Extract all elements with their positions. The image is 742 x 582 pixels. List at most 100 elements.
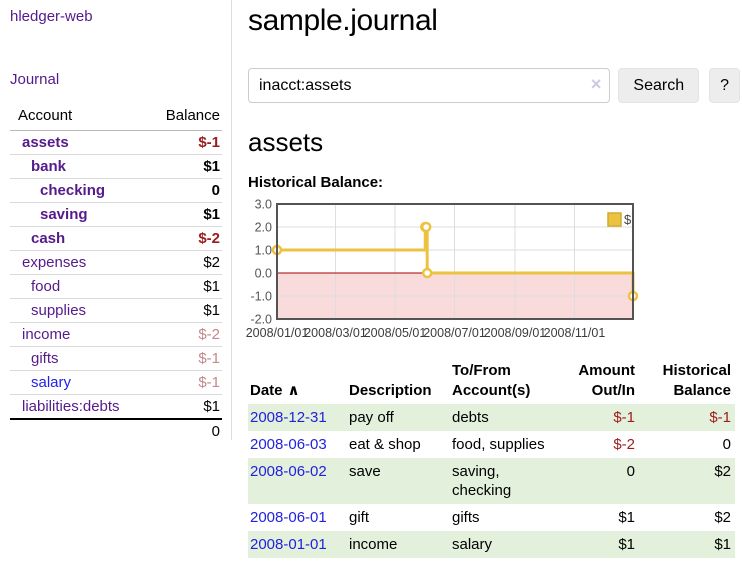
x-axis-label: 2008/11/01 <box>544 326 606 340</box>
account-row: food $1 <box>10 274 222 299</box>
account-row: gifts $-1 <box>10 346 222 371</box>
transaction-row: 2008-12-31 pay off debts $-1 $-1 <box>248 404 735 431</box>
historical-balance-chart: $3.0 2.0 1.0 0.0 -1.0 -2.0 2008/01/01 2008/03/0… <box>246 198 728 342</box>
transaction-description: gift <box>349 509 370 526</box>
transaction-description: pay off <box>349 409 394 426</box>
accounts-header-account: Account <box>10 105 145 131</box>
register-header-date[interactable]: Date ∧ <box>250 382 300 399</box>
clear-search-icon[interactable]: × <box>590 74 602 94</box>
account-link[interactable]: saving <box>40 206 88 223</box>
account-balance: $1 <box>144 298 222 323</box>
account-balance: $1 <box>144 274 222 299</box>
sidebar: hledger-web Journal Account Balance asse… <box>0 0 232 443</box>
account-link[interactable]: cash <box>31 230 66 247</box>
x-axis-label: 2008/03/01 <box>304 326 367 340</box>
account-balance: $-1 <box>144 346 222 371</box>
legend-label: $ <box>624 212 632 227</box>
account-link[interactable]: checking <box>40 182 106 199</box>
help-button[interactable]: ? <box>709 68 740 103</box>
transaction-accounts: debts <box>452 409 489 426</box>
y-axis-label: 0.0 <box>255 267 272 281</box>
data-point <box>420 221 432 233</box>
y-axis-label: 2.0 <box>255 221 272 235</box>
register-header-description: Description <box>349 382 432 399</box>
account-balance: $1 <box>144 202 222 227</box>
transaction-date-link[interactable]: 2008-01-01 <box>250 536 327 553</box>
accounts-header-balance: Balance <box>144 105 222 131</box>
account-link[interactable]: liabilities:debts <box>22 398 120 415</box>
y-axis-label: -1.0 <box>250 290 272 304</box>
transaction-balance: $2 <box>714 509 731 526</box>
plot-border <box>276 203 634 320</box>
transaction-description: income <box>349 536 398 553</box>
account-row: bank $1 <box>10 154 222 179</box>
account-link[interactable]: food <box>31 278 61 295</box>
account-row: salary $-1 <box>10 370 222 395</box>
app-title-link[interactable]: hledger-web <box>10 8 93 25</box>
sidebar-item-journal[interactable]: Journal <box>10 71 60 88</box>
transaction-balance: $-1 <box>709 409 731 426</box>
data-point <box>421 267 433 279</box>
account-row: assets $-1 <box>10 131 222 155</box>
register-header-amount: Amount Out/In <box>578 362 635 399</box>
account-link[interactable]: gifts <box>31 350 59 367</box>
transaction-accounts: gifts <box>452 509 480 526</box>
transaction-row: 2008-01-01 income salary $1 $1 <box>248 531 735 558</box>
chart-title: Historical Balance: <box>248 174 384 191</box>
register-header-balance: Historical Balance <box>662 362 731 399</box>
accounts-total-value: 0 <box>144 418 222 443</box>
transaction-amount: 0 <box>626 463 635 480</box>
transaction-amount: $1 <box>618 509 635 526</box>
transaction-description: save <box>349 463 381 480</box>
account-balance: 0 <box>144 178 222 203</box>
transaction-date-link[interactable]: 2008-12-31 <box>250 409 327 426</box>
legend-swatch <box>607 212 622 227</box>
account-balance: $-2 <box>144 226 222 251</box>
y-axis-label: -2.0 <box>250 313 272 327</box>
account-link[interactable]: assets <box>22 134 69 151</box>
x-axis-label: 2008/01/01 <box>246 326 309 340</box>
y-axis-label: 1.0 <box>255 244 272 258</box>
account-row: income $-2 <box>10 322 222 347</box>
transaction-balance: 0 <box>722 436 731 453</box>
accounts-total-row: 0 <box>10 418 222 443</box>
account-link[interactable]: salary <box>31 374 72 391</box>
x-axis-label: 2008/09/01 <box>484 326 547 340</box>
transaction-amount: $1 <box>618 536 635 553</box>
account-link[interactable]: supplies <box>31 302 87 319</box>
account-link[interactable]: income <box>22 326 71 343</box>
account-link[interactable]: expenses <box>22 254 87 271</box>
y-axis-label: 3.0 <box>255 198 272 212</box>
account-row: saving $1 <box>10 202 222 227</box>
transaction-accounts: saving, checking <box>452 463 512 499</box>
search-button[interactable]: Search <box>618 68 700 103</box>
register-header-row: Date ∧ Description To/From Account(s) Amo… <box>248 358 735 404</box>
account-balance: $2 <box>144 250 222 275</box>
account-balance: $1 <box>144 394 222 419</box>
transaction-row: 2008-06-03 eat & shop food, supplies $-2 0 <box>248 431 735 458</box>
transaction-accounts: salary <box>452 536 493 553</box>
register-header-account: To/From Account(s) <box>452 362 531 399</box>
transaction-date-link[interactable]: 2008-06-02 <box>250 463 327 480</box>
register-table: Date ∧ Description To/From Account(s) Amo… <box>248 358 735 558</box>
account-row: expenses $2 <box>10 250 222 275</box>
account-balance: $1 <box>144 154 222 179</box>
transaction-amount: $-2 <box>613 436 635 453</box>
transaction-date-link[interactable]: 2008-06-03 <box>250 436 327 453</box>
account-link[interactable]: bank <box>31 158 67 175</box>
x-axis-label: 2008/05/01 <box>364 326 427 340</box>
transaction-balance: $2 <box>714 463 731 480</box>
account-balance: $-1 <box>144 370 222 395</box>
transaction-row: 2008-06-02 save saving, checking 0 $2 <box>248 458 735 504</box>
account-row: liabilities:debts $1 <box>10 394 222 419</box>
page-title: sample.journal <box>248 4 438 37</box>
account-balance: $-1 <box>198 134 220 151</box>
x-axis-label: 2008/07/01 <box>423 326 486 340</box>
transaction-date-link[interactable]: 2008-06-01 <box>250 509 327 526</box>
search-input[interactable] <box>248 68 611 103</box>
account-row: checking 0 <box>10 178 222 203</box>
sort-ascending-icon: ∧ <box>287 382 300 399</box>
account-balance: $-2 <box>144 322 222 347</box>
account-heading: assets <box>248 127 324 157</box>
transaction-row: 2008-06-01 gift gifts $1 $2 <box>248 504 735 531</box>
